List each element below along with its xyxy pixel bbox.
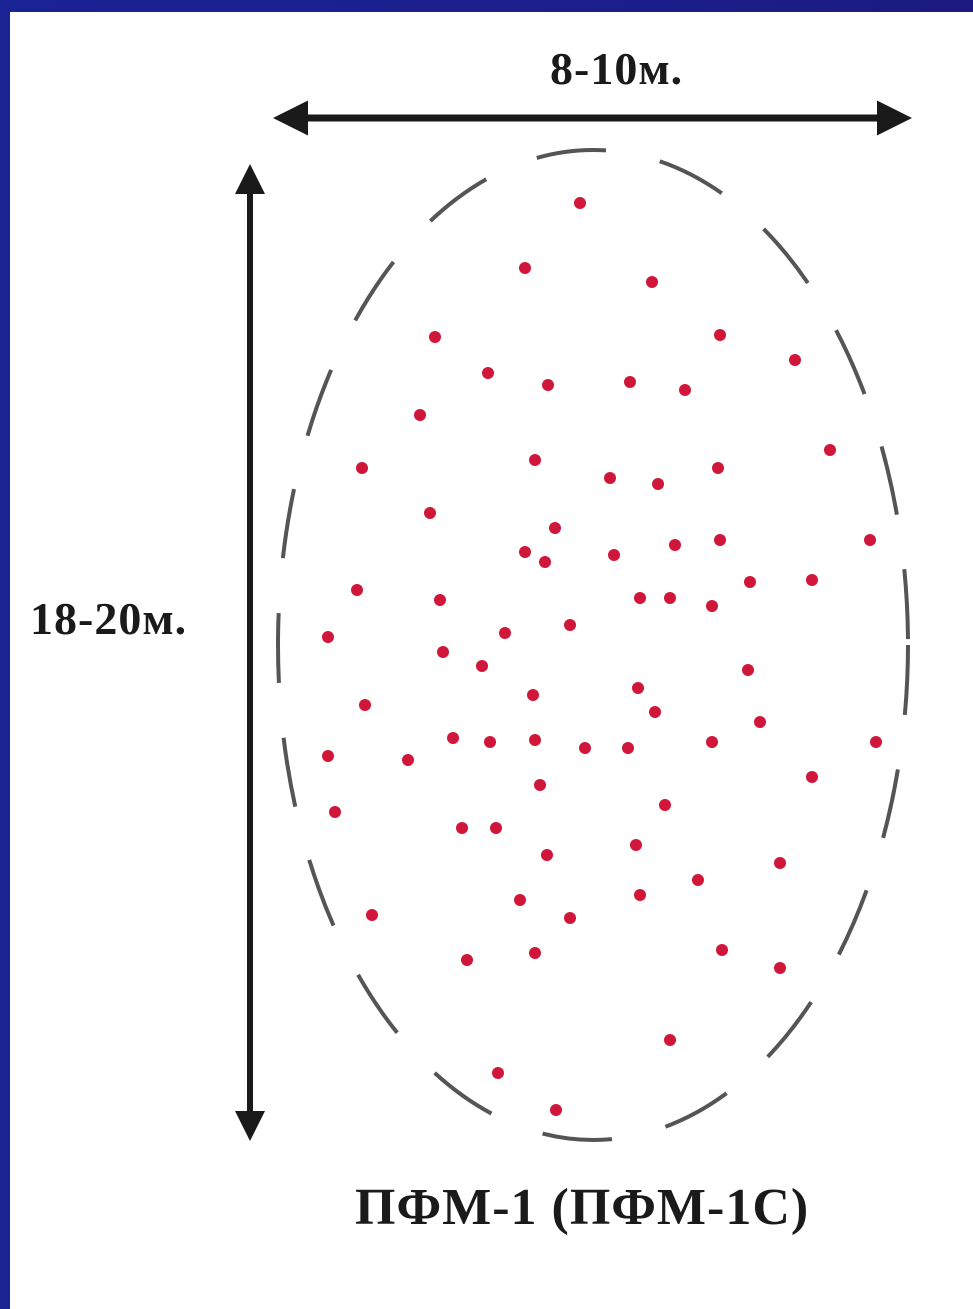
mine-dot [424,507,436,519]
height-label: 18-20м. [30,593,188,644]
mine-dot [806,574,818,586]
mine-dot [351,584,363,596]
mine-dot [824,444,836,456]
mine-dot [329,806,341,818]
mine-dot [659,799,671,811]
mine-dot [519,262,531,274]
mine-dot [716,944,728,956]
mine-dot [564,619,576,631]
mine-dot [789,354,801,366]
mine-dot [706,600,718,612]
diagram-panel [10,12,973,1309]
mine-dot [359,699,371,711]
mine-dot [534,779,546,791]
mine-dot [574,197,586,209]
mine-dot [774,857,786,869]
mine-dot [456,822,468,834]
mine-dot [549,522,561,534]
mine-dot [437,646,449,658]
mine-dot [514,894,526,906]
mine-dot [754,716,766,728]
mine-dot [322,631,334,643]
mine-dot [649,706,661,718]
mine-dot [414,409,426,421]
mine-dot [744,576,756,588]
mine-dot [484,736,496,748]
mine-dot [706,736,718,748]
mine-dot [579,742,591,754]
mine-dot [499,627,511,639]
mine-dot [870,736,882,748]
mine-dot [806,771,818,783]
mine-dot [529,734,541,746]
mine-dot [692,874,704,886]
mine-dot [624,376,636,388]
mine-dot [434,594,446,606]
mine-dot [519,546,531,558]
mine-dot [356,462,368,474]
scatter-zone-ellipse [276,148,910,1142]
mine-dot [652,478,664,490]
mine-dot [634,592,646,604]
mine-dot [604,472,616,484]
mine-dot [622,742,634,754]
mine-dot [461,954,473,966]
mine-dot [541,849,553,861]
mine-dots [322,197,882,1116]
mine-dot [476,660,488,672]
mine-dot [322,750,334,762]
mine-dot [632,682,644,694]
mine-dot [542,379,554,391]
mine-dot [742,664,754,676]
mine-dot [774,962,786,974]
mine-dot [679,384,691,396]
mine-dot [447,732,459,744]
mine-dot [550,1104,562,1116]
mine-dot [714,534,726,546]
mine-dot [608,549,620,561]
mine-dot [492,1067,504,1079]
mine-dot [712,462,724,474]
mine-dot [634,889,646,901]
mine-dot [630,839,642,851]
mine-dot [664,592,676,604]
mine-dot [402,754,414,766]
mine-dot [864,534,876,546]
mine-dot [529,454,541,466]
caption: ПФМ-1 (ПФМ-1С) [355,1179,810,1236]
mine-dot [482,367,494,379]
width-label: 8-10м. [550,43,684,94]
mine-dot [646,276,658,288]
mine-dot [490,822,502,834]
mine-dot [669,539,681,551]
mine-dot [564,912,576,924]
mine-dot [366,909,378,921]
mine-dot [429,331,441,343]
mine-dot [527,689,539,701]
mine-dot [714,329,726,341]
mine-dot [539,556,551,568]
mine-dot [529,947,541,959]
mine-dot [664,1034,676,1046]
